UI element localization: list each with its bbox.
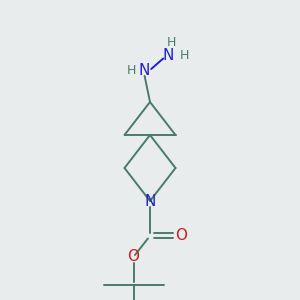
Text: H: H xyxy=(166,36,176,50)
Text: N: N xyxy=(139,63,150,78)
Text: H: H xyxy=(179,49,189,62)
Text: N: N xyxy=(144,194,156,208)
Text: H: H xyxy=(126,64,136,77)
Text: O: O xyxy=(175,228,187,243)
Text: O: O xyxy=(128,249,140,264)
Text: N: N xyxy=(163,48,174,63)
